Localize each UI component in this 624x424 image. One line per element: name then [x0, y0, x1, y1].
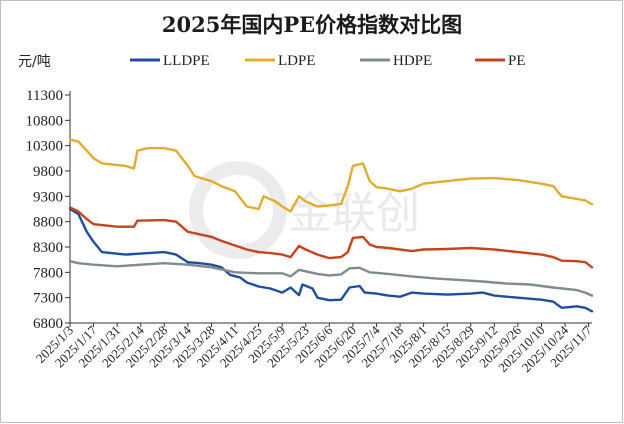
series-line-pe — [68, 206, 594, 269]
watermark-text: 金联创 — [288, 188, 420, 239]
watermark-logo: 金联创 — [189, 161, 420, 259]
y-tick-label: 9800 — [33, 164, 63, 180]
series-line-lldpe — [68, 207, 594, 313]
y-tick-label: 7300 — [33, 291, 63, 307]
series-line-ldpe — [68, 138, 594, 213]
y-tick-label: 10300 — [26, 139, 64, 155]
legend-label-ldpe: LDPE — [278, 53, 316, 69]
y-tick-label: 9300 — [33, 189, 63, 205]
y-tick-label: 8800 — [33, 215, 63, 231]
y-axis-unit: 元/吨 — [18, 54, 51, 70]
legend-label-pe: PE — [508, 53, 526, 69]
legend-label-lldpe: LLDPE — [163, 53, 210, 69]
y-tick-label: 11300 — [26, 88, 63, 104]
y-tick-label: 10800 — [26, 113, 64, 129]
y-tick-label: 7800 — [33, 265, 63, 281]
legend-label-hdpe: HDPE — [393, 53, 432, 69]
chart-title: 2025年国内PE价格指数对比图 — [162, 12, 462, 37]
y-tick-label: 8300 — [33, 240, 63, 256]
axes: 6800 7300 7800 8300 8800 9300 9800 10300 10800 11… — [26, 88, 596, 375]
series-group — [68, 138, 594, 313]
y-tick-label: 6800 — [33, 316, 63, 332]
watermark-ring-icon — [189, 161, 287, 259]
legend: LLDPE LDPE HDPE PE — [130, 53, 526, 69]
series-line-hdpe — [68, 260, 594, 297]
